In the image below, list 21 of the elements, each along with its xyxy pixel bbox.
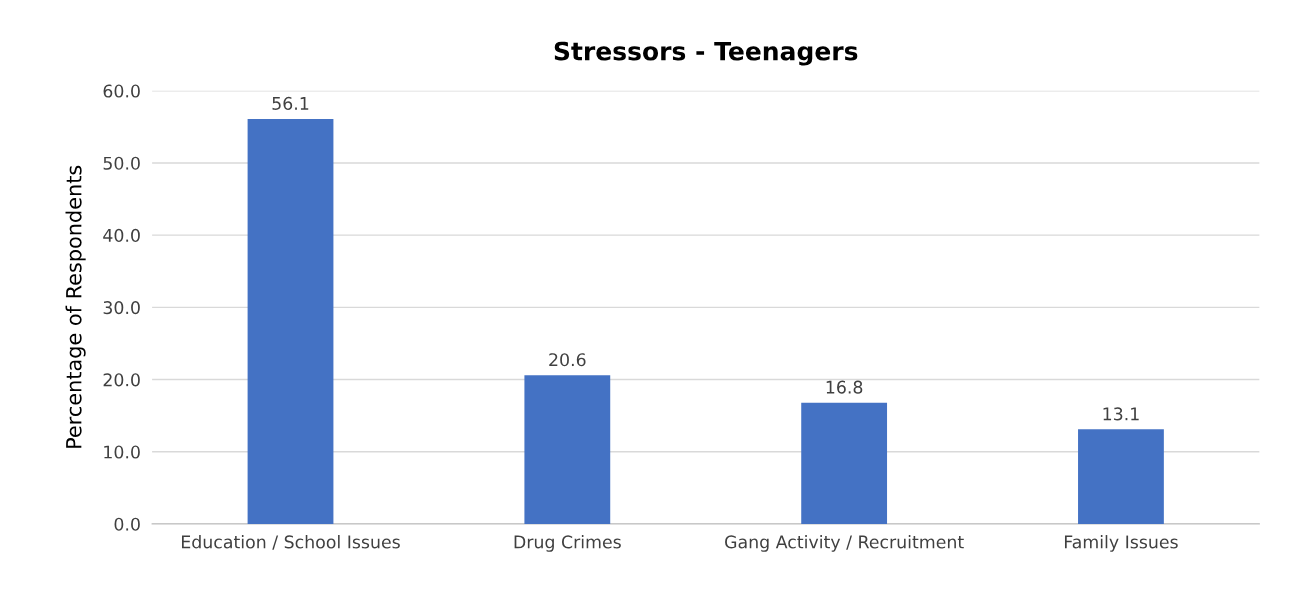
data-label: 13.1: [1103, 407, 1139, 421]
x-tick-label: Education / School Issues: [182, 535, 400, 550]
y-tick-label: 10.0: [104, 445, 140, 459]
y-tick-label: 20.0: [103, 373, 140, 387]
bar: [247, 118, 334, 524]
y-axis-title: Percentage of Respondents: [65, 165, 86, 448]
y-tick-label: 30.0: [103, 301, 140, 315]
bar: [1078, 429, 1164, 524]
data-label: 56.1: [272, 96, 309, 110]
chart-title: Stressors - Teenagers: [554, 41, 858, 66]
y-tick-label: 60.0: [103, 84, 140, 98]
data-label: 20.6: [549, 353, 586, 367]
x-tick-label: Drug Crimes: [514, 535, 621, 552]
y-tick-label: 50.0: [103, 156, 140, 170]
x-tick-label: Family Issues: [1064, 535, 1178, 552]
y-tick-label: 0.0: [114, 517, 140, 531]
y-tick-label: 40.0: [103, 228, 140, 242]
data-label: 16.8: [826, 380, 863, 394]
bar: [801, 402, 888, 524]
x-tick-label: Gang Activity / Recruitment: [725, 535, 964, 552]
bar: [524, 375, 611, 524]
